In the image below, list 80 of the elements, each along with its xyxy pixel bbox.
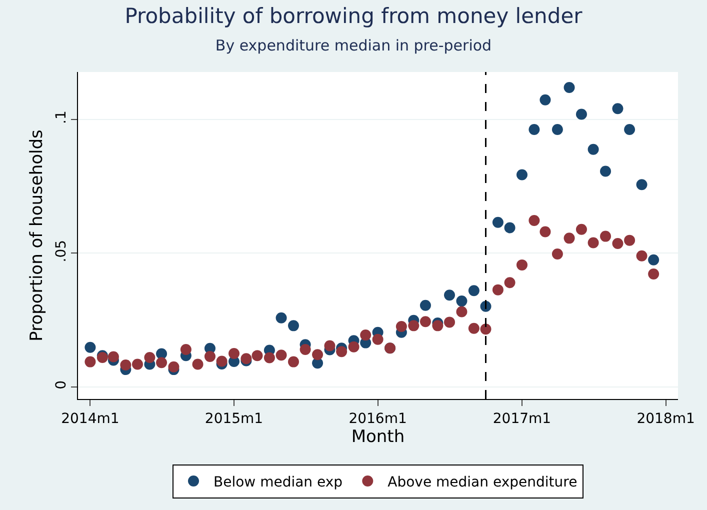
point <box>516 169 528 180</box>
point <box>336 346 348 358</box>
point <box>648 268 660 280</box>
point <box>360 330 372 341</box>
x-tick-label: 2018m1 <box>636 410 695 427</box>
point <box>588 144 599 155</box>
y-axis-title: Proportion of households <box>26 130 47 342</box>
point <box>576 108 587 120</box>
point <box>636 250 648 262</box>
point <box>276 312 287 324</box>
point <box>120 360 132 371</box>
chart-subtitle: By expenditure median in pre-period <box>215 36 492 54</box>
point <box>456 306 468 318</box>
point <box>252 350 263 362</box>
point <box>216 356 228 367</box>
point <box>228 348 240 360</box>
point <box>588 237 599 248</box>
point <box>504 222 516 234</box>
x-tick-label: 2016m1 <box>348 410 407 427</box>
point <box>168 361 180 372</box>
point <box>156 357 168 368</box>
point <box>600 230 612 242</box>
point <box>540 94 551 106</box>
point <box>276 350 287 361</box>
point <box>204 350 216 362</box>
point <box>300 344 311 355</box>
legend-label: Above median expenditure <box>388 474 578 490</box>
point <box>528 124 540 136</box>
x-tick-label: 2014m1 <box>61 410 120 427</box>
point <box>456 296 468 307</box>
point <box>504 277 516 288</box>
point <box>600 166 612 177</box>
point <box>576 224 587 235</box>
point <box>612 103 624 114</box>
point <box>84 356 96 368</box>
point <box>552 124 563 136</box>
point <box>288 320 299 332</box>
point <box>552 248 563 260</box>
point <box>624 124 636 136</box>
point <box>264 352 275 364</box>
point <box>648 254 660 266</box>
point <box>480 324 492 335</box>
x-axis-title: Month <box>351 427 405 448</box>
point <box>408 320 420 332</box>
point <box>348 341 360 352</box>
point <box>468 322 480 334</box>
point <box>612 238 624 250</box>
point <box>636 179 648 190</box>
point <box>420 300 431 311</box>
point <box>84 342 96 353</box>
point <box>468 285 480 296</box>
point <box>324 340 336 352</box>
point <box>144 352 156 364</box>
point <box>420 316 431 328</box>
point <box>564 232 575 244</box>
point <box>516 259 528 270</box>
point <box>288 356 299 368</box>
point <box>624 234 636 246</box>
point <box>132 358 143 370</box>
y-tick-label: .05 <box>53 240 70 262</box>
point <box>492 284 504 296</box>
point <box>432 320 444 332</box>
point <box>372 334 384 345</box>
y-tick-label: 0 <box>53 380 70 390</box>
point <box>528 215 540 226</box>
x-tick-label: 2017m1 <box>492 410 552 427</box>
point <box>444 316 455 328</box>
point <box>492 216 504 228</box>
chart-title: Probability of borrowing from money lender <box>124 4 583 28</box>
point <box>180 344 192 355</box>
point <box>108 351 119 362</box>
point <box>396 320 407 332</box>
point <box>192 358 204 370</box>
x-tick-label: 2015m1 <box>204 410 264 427</box>
legend-label: Below median exp <box>214 474 343 490</box>
point <box>540 226 551 238</box>
point <box>444 290 455 301</box>
y-tick-label: .1 <box>53 110 70 124</box>
point <box>312 349 324 360</box>
point <box>564 82 575 94</box>
